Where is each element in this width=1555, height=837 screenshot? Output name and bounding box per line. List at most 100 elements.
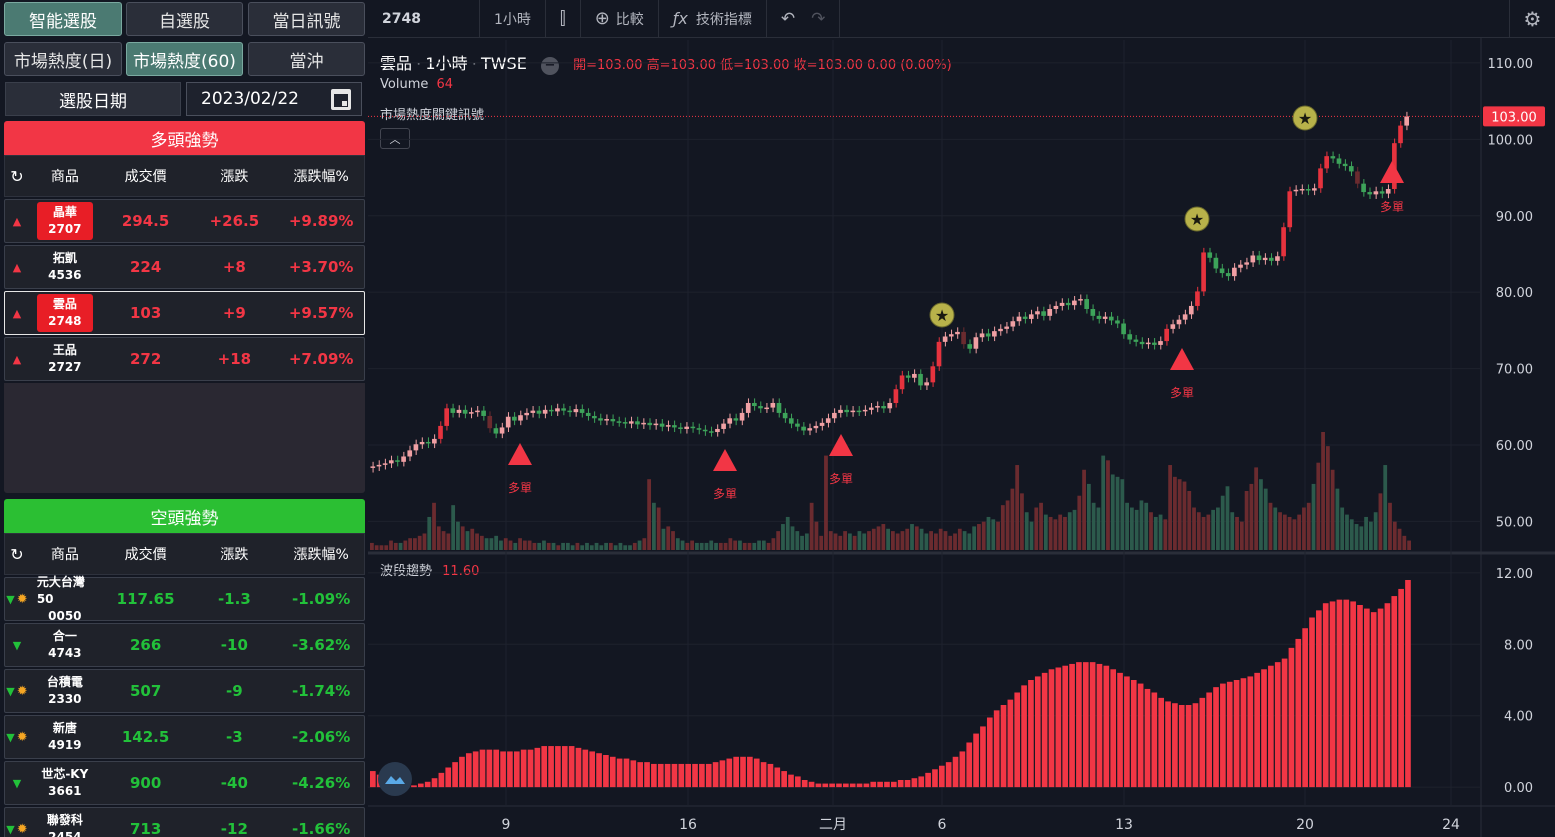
candle (598, 418, 603, 421)
wave-bar (788, 774, 794, 788)
stock-name: 王品 (52, 343, 77, 357)
candle (733, 418, 739, 421)
volume-bar (857, 531, 862, 550)
tab-watchlist[interactable]: 自選股 (126, 2, 243, 36)
wave-bar (932, 769, 938, 788)
wave-bar (1350, 601, 1356, 788)
volume-bar (446, 533, 451, 550)
list-item[interactable]: ▼ ✹ 聯發科 2454 713 -12 -1.66% (4, 807, 365, 837)
wave-bar (527, 749, 534, 788)
candle (936, 341, 942, 367)
candle (1287, 191, 1293, 228)
list-item[interactable]: ▼ 世芯-KY 3661 900 -40 -4.26% (4, 761, 365, 805)
chart-type-button[interactable]: ⫿ (546, 0, 581, 38)
interval-button[interactable]: 1小時 (480, 0, 546, 38)
hide-series-button[interactable]: − (540, 57, 559, 75)
wave-bar (370, 771, 376, 788)
candle (752, 402, 757, 407)
list-item[interactable]: ▲ 王品 2727 272 +18 +7.09% (4, 337, 365, 381)
refresh-icon[interactable]: ↻ (10, 166, 24, 186)
volume-bar (513, 542, 518, 550)
volume-bar (1211, 509, 1216, 550)
volume-bar (1368, 521, 1373, 550)
settings-button[interactable]: ⚙ (1509, 0, 1555, 38)
indicators-button[interactable]: ƒx 技術指標 (659, 0, 767, 38)
stock-name-badge: 王品 2727 (37, 340, 93, 378)
price-cell: 266 (129, 636, 162, 654)
change-cell: +8 (222, 258, 246, 276)
candle (764, 407, 769, 410)
volume-bar (790, 526, 795, 550)
wave-bar (651, 763, 657, 788)
volume-bar (847, 533, 852, 550)
candle (536, 410, 542, 414)
volume-bar (1244, 491, 1249, 550)
list-item[interactable]: ▼ ✹ 新唐 4919 142.5 -3 -2.06% (4, 715, 365, 759)
wave-bar (1014, 692, 1021, 788)
candle (438, 425, 443, 439)
undo-icon[interactable]: ↶ (780, 8, 796, 29)
wave-bar (685, 763, 691, 788)
date-picker[interactable]: 2023/02/22 (186, 82, 362, 116)
tab-smart-screener[interactable]: 智能選股 (4, 2, 122, 36)
wave-bar (1007, 699, 1014, 788)
refresh-icon[interactable]: ↻ (10, 544, 24, 564)
candle (708, 431, 714, 433)
candle (1268, 257, 1274, 261)
wave-bar (836, 783, 842, 788)
wave-legend: 波段趨勢 11.60 (380, 560, 479, 579)
volume-bar (910, 524, 914, 550)
candle (1022, 316, 1028, 319)
volume-bar (499, 540, 503, 550)
volume-bar (1139, 500, 1144, 550)
tab-daily-signals[interactable]: 當日訊號 (248, 2, 365, 36)
list-item[interactable]: ▼ 合一 4743 266 -10 -3.62% (4, 623, 365, 667)
wave-bar (1055, 667, 1062, 788)
tab-market-heat-60[interactable]: 市場熱度(60) (126, 42, 243, 76)
collapse-legend-button[interactable]: ︿ (380, 128, 410, 149)
candle (1115, 320, 1120, 324)
volume-bar (819, 535, 824, 550)
list-item[interactable]: ▲ 晶華 2707 294.5 +26.5 +9.89% (4, 199, 365, 243)
candle (1164, 328, 1169, 342)
volume-bar (1063, 516, 1067, 550)
osc-tick-label: 0.00 (1504, 781, 1533, 796)
list-item[interactable]: ▲ 雲品 2748 103 +9 +9.57% (4, 291, 365, 335)
list-item[interactable]: ▲ 拓凱 4536 224 +8 +3.70% (4, 245, 365, 289)
volume-bar (972, 526, 977, 550)
tab-market-heat-daily[interactable]: 市場熱度(日) (4, 42, 122, 76)
tab-day-trade[interactable]: 當沖 (248, 42, 365, 76)
wave-bar (712, 762, 719, 788)
wave-bar (630, 760, 637, 788)
volume-bar (943, 531, 948, 550)
volume-bar (771, 538, 776, 550)
wave-bar (452, 762, 458, 788)
list-item[interactable]: ▼ ✹ 台積電 2330 507 -9 -1.74% (4, 669, 365, 713)
wave-bar (863, 783, 870, 788)
candle (1256, 255, 1262, 261)
pct-cell: -1.66% (291, 820, 351, 837)
last-price-label: 103.00 (1491, 110, 1537, 125)
wave-bar (500, 751, 506, 788)
candles-icon: ⫿ (559, 8, 566, 29)
compare-button[interactable]: ⊕ 比較 (581, 0, 659, 38)
volume-bar (1311, 483, 1316, 550)
volume-bar (1340, 507, 1345, 550)
calendar-icon[interactable] (331, 89, 351, 110)
candle (1379, 191, 1385, 194)
price-chart[interactable]: 110.00100.0090.0080.0070.0060.0050.0012.… (368, 0, 1555, 837)
wave-bar (417, 783, 424, 788)
wave-bar (1199, 697, 1206, 788)
candle (678, 427, 683, 429)
symbol-search[interactable]: 2748 (368, 0, 480, 38)
volume-bar (470, 528, 475, 550)
volume-bar (871, 528, 876, 550)
volume-bar (479, 535, 484, 550)
candle (961, 331, 966, 345)
stock-name: 聯發科 (46, 813, 83, 827)
wave-bar (541, 746, 548, 788)
redo-icon[interactable]: ↷ (811, 8, 826, 29)
candle (1367, 192, 1373, 195)
list-item[interactable]: ▼ ✹ 元大台灣50 0050 117.65 -1.3 -1.09% (4, 575, 365, 623)
wave-bar (623, 758, 630, 788)
